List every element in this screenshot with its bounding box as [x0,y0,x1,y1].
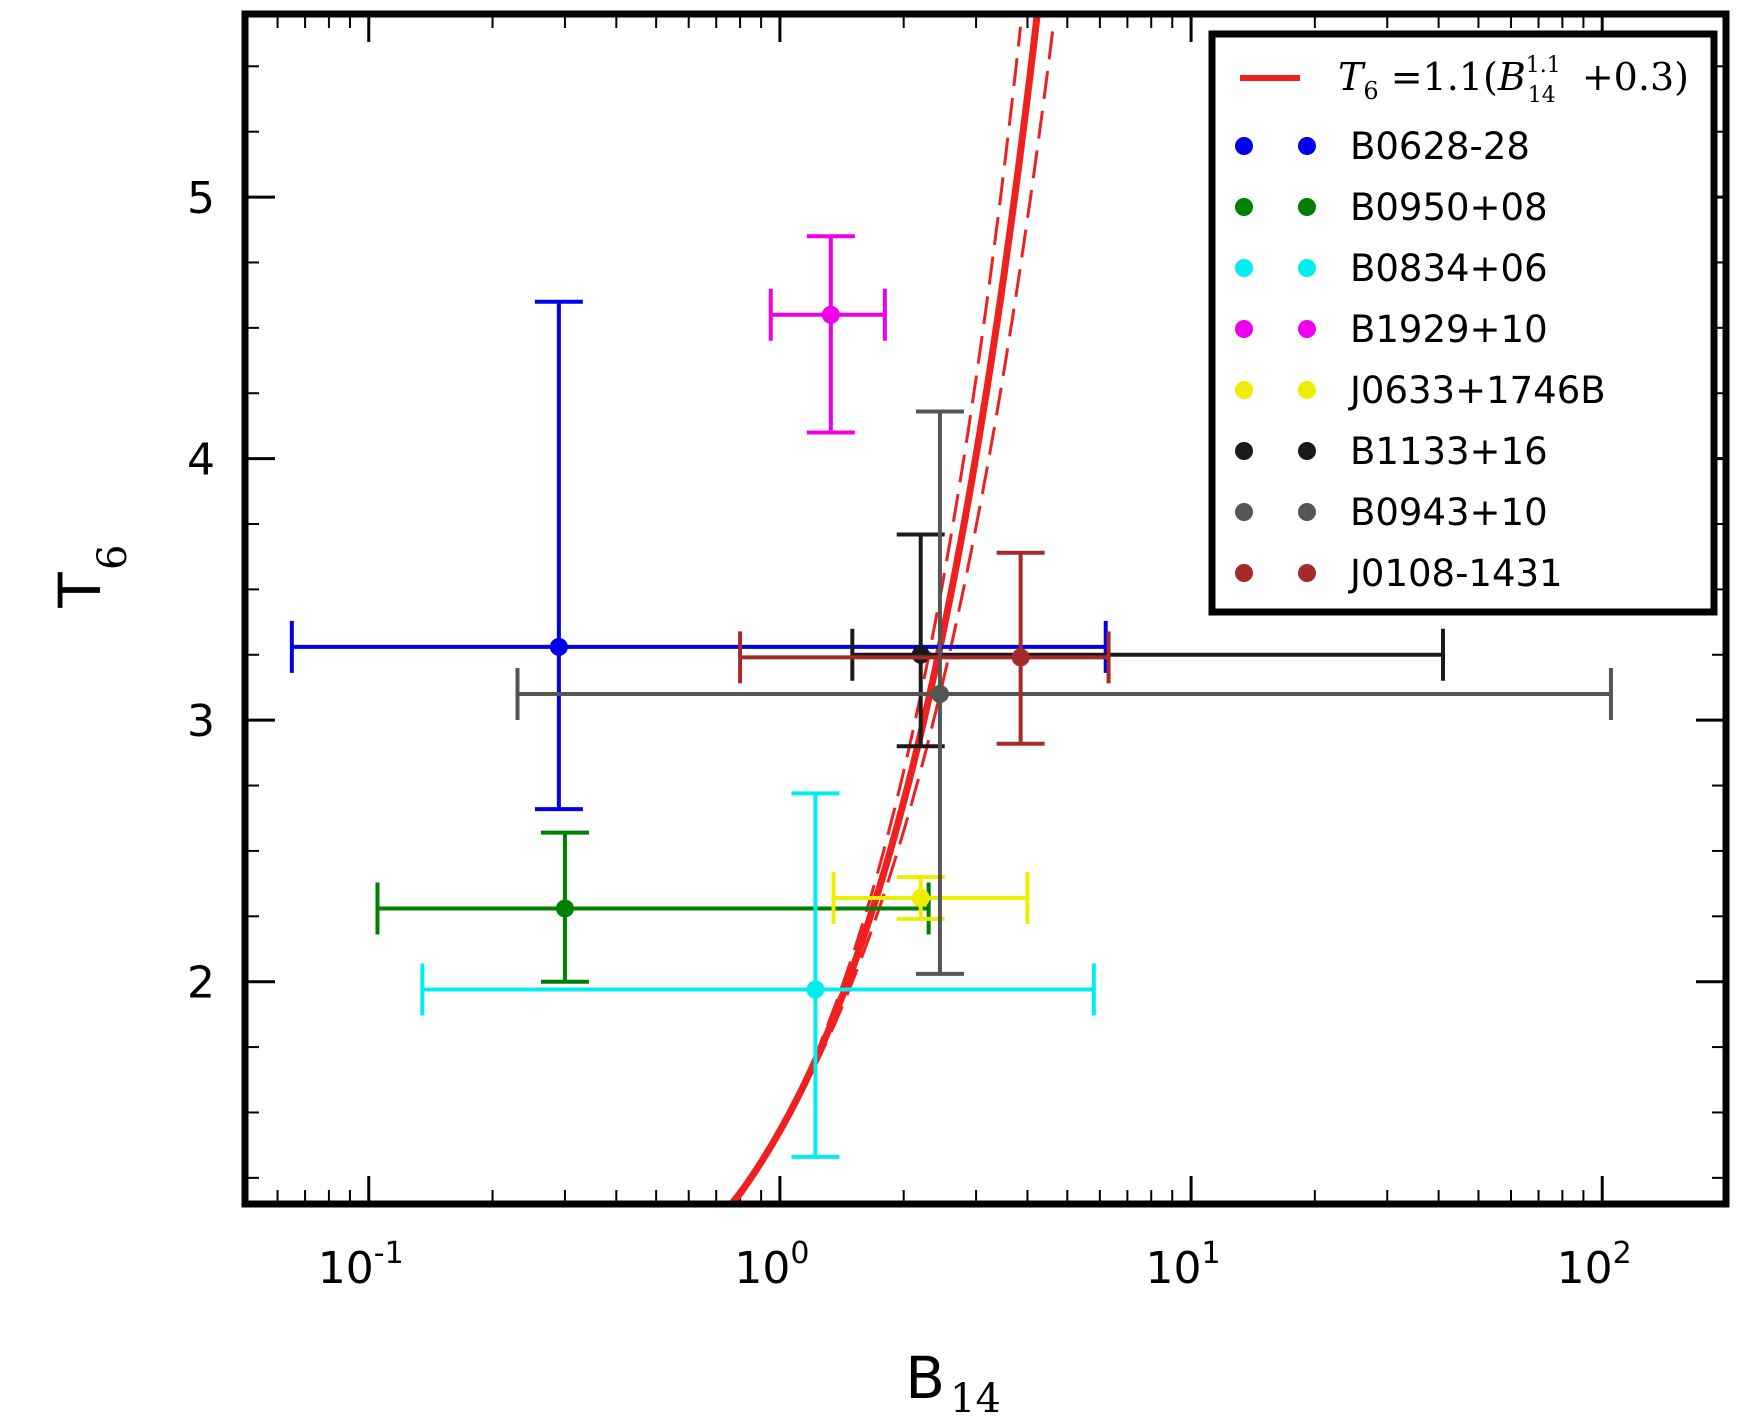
legend-box [1208,30,1718,616]
y-tick-label: 3 [187,696,215,747]
legend-label: B1929+10 [1350,308,1548,351]
legend-entries: B0628-28 B0950+08 B0834+06 B1929+10 J0633+17… [1235,125,1606,595]
legend-entry: B1929+10 [1235,308,1548,351]
data-series [289,234,1613,1159]
legend-marker [1298,564,1316,582]
legend: T6 =1.1(B1.1 14 +0.3) B0628-28 B0950+08 B08… [1208,30,1718,616]
legend-label: B0628-28 [1350,125,1530,168]
data-point [930,685,949,703]
x-tick-label: 100 [734,1236,809,1294]
y-tick-label: 5 [187,173,215,224]
x-axis-title: B 14 [905,1344,1001,1417]
legend-marker [1235,503,1253,521]
data-point [549,637,568,656]
legend-entry: B0950+08 [1235,186,1548,229]
legend-entry: J0633+1746B [1235,369,1606,412]
fit-lower-bound-line [728,25,1055,1204]
y-axis-title: T 6 [46,545,136,609]
tick-labels: 10-1 100 101 102 2 3 4 5 [187,173,1632,1294]
legend-entry: B0628-28 [1235,125,1530,168]
legend-marker [1298,503,1316,521]
y-axis-label-subscript: 6 [90,545,136,570]
data-point [911,645,930,664]
legend-entry: J0108-1431 [1235,552,1563,595]
legend-marker [1235,564,1253,582]
x-axis-label-subscript: 14 [950,1376,1001,1417]
legend-entry: B0834+06 [1235,247,1548,290]
series-B0950+08 [375,830,931,984]
series-J0633+1746B [831,872,1030,924]
legend-label: B1133+16 [1350,430,1548,473]
legend-entry: B1133+16 [1235,430,1548,473]
data-point [1011,648,1030,667]
data-point [806,980,825,999]
legend-label: J0108-1431 [1348,552,1563,595]
legend-entry: B0943+10 [1235,491,1548,534]
x-tick-label: 101 [1146,1236,1221,1294]
legend-marker [1235,259,1253,277]
fit-curves [728,16,1055,1204]
y-tick-label: 2 [187,958,215,1009]
legend-label: B0943+10 [1350,491,1548,534]
legend-marker [1235,137,1253,155]
legend-marker [1298,320,1316,338]
x-axis-label: B [905,1344,945,1412]
legend-marker [1235,320,1253,338]
legend-marker [1298,442,1316,460]
legend-label: B0950+08 [1350,186,1548,229]
legend-marker [1235,198,1253,216]
plot-frame [241,10,1730,1208]
fit-line [729,16,1041,1204]
series-B0834+06 [420,791,1096,1159]
legend-marker [1298,259,1316,277]
legend-label: B0834+06 [1350,247,1548,290]
series-B1929+10 [768,234,887,435]
fit-upper-bound-line [734,26,1022,1204]
data-point [555,899,574,918]
data-point [911,889,930,907]
x-tick-label: 102 [1557,1236,1632,1294]
legend-marker [1235,381,1253,399]
legend-marker [1298,381,1316,399]
legend-marker [1298,137,1316,155]
legend-fit-label: T6 =1.1(B1.1 14 +0.3) [1338,53,1689,108]
legend-marker [1235,442,1253,460]
y-tick-label: 4 [187,435,215,486]
data-point [821,305,840,324]
x-tick-label: 10-1 [318,1236,404,1294]
legend-marker [1298,198,1316,216]
y-axis-label: T [46,572,114,609]
series-J0108-1431 [738,550,1111,746]
series-B0943+10 [515,409,1613,976]
series-B0628-28 [289,299,1108,812]
legend-label: J0633+1746B [1348,369,1606,412]
